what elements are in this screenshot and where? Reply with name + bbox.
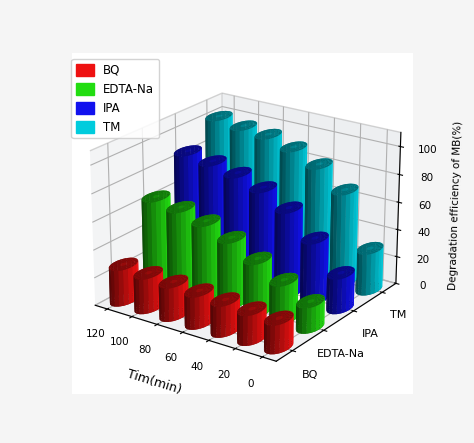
Legend: BQ, EDTA-Na, IPA, TM: BQ, EDTA-Na, IPA, TM — [72, 59, 159, 138]
X-axis label: Tim(min): Tim(min) — [126, 368, 183, 396]
